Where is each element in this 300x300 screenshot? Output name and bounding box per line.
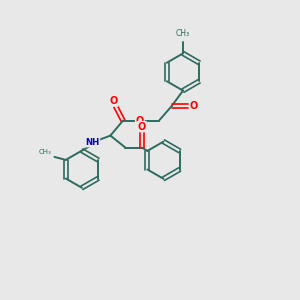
Text: CH₃: CH₃ <box>39 149 51 155</box>
Text: O: O <box>190 101 198 111</box>
Text: O: O <box>109 96 118 106</box>
Text: O: O <box>136 116 144 126</box>
Text: NH: NH <box>85 138 100 147</box>
Text: O: O <box>138 122 146 132</box>
Text: CH₃: CH₃ <box>176 29 190 38</box>
